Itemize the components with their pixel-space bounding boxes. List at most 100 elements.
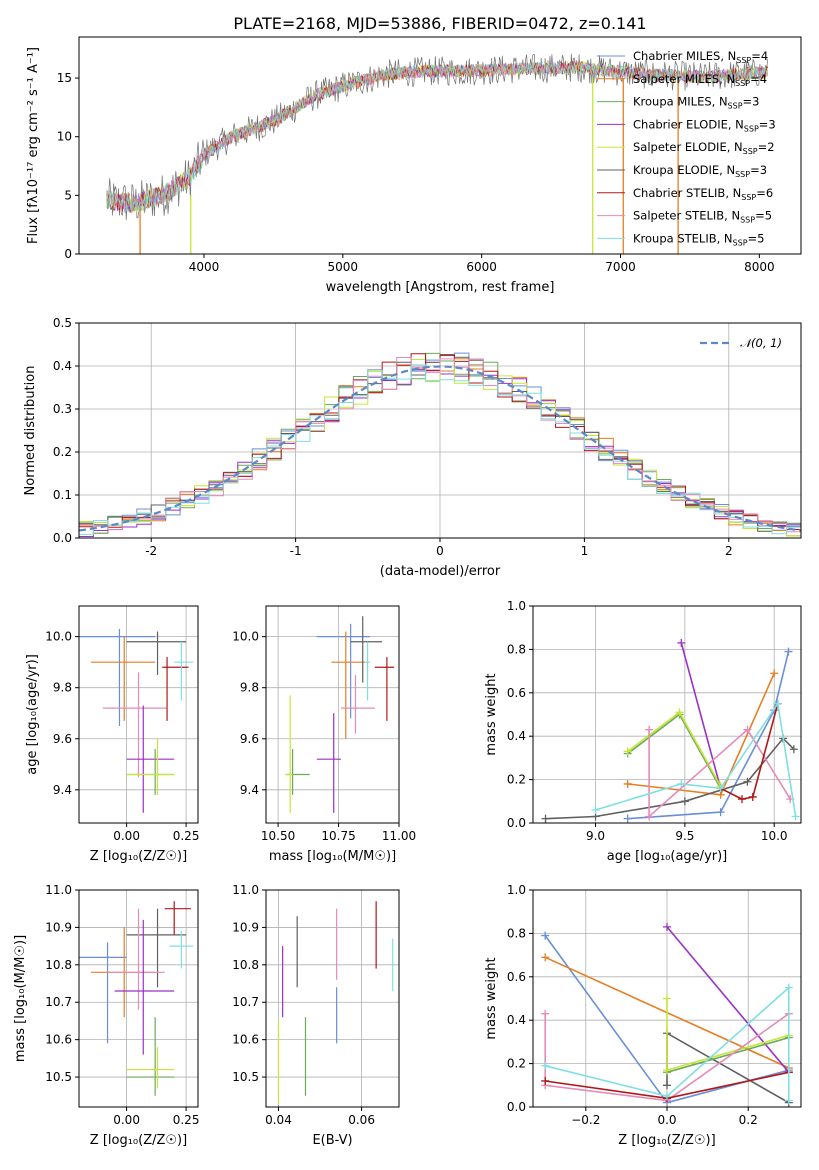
spectrum-xtick-label: 6000: [466, 260, 497, 274]
legend-label: Chabrier STELIB, N: [633, 186, 741, 200]
legend-entry-0: Chabrier MILES, NSSP=4: [633, 49, 768, 65]
weight-vs-age-series-0: [627, 651, 790, 820]
residuals-ytick-label: 0.2: [53, 445, 72, 459]
age-vs-Z-xtick-label: 0.25: [173, 829, 200, 843]
weight-vs-age-marker: [541, 814, 550, 823]
mass-vs-ebv-xtick-label: 0.04: [265, 1113, 292, 1127]
legend-entry-2: Kroupa MILES, NSSP=3: [633, 95, 759, 111]
weight-vs-age-series-7: [720, 703, 779, 800]
weight-vs-Z-series-4: [666, 1036, 790, 1074]
weight-vs-age-marker: [677, 638, 686, 647]
weight-vs-age-ytick-label: 0.0: [507, 816, 526, 830]
legend-sub: SSP: [735, 170, 750, 179]
legend-sub: SSP: [735, 79, 750, 88]
weight-vs-age-marker: [645, 812, 654, 821]
weight-vs-age-xtick-label: 9.5: [675, 829, 694, 843]
mass-vs-ebv-grid: [266, 889, 399, 1107]
age-vs-mass-ytick-label: 10.0: [232, 630, 259, 644]
legend-entry-8: Kroupa STELIB, NSSP=5: [633, 231, 764, 247]
mass-vs-Z-ytick-label: 10.9: [45, 920, 72, 934]
legend-label: Salpeter MILES, N: [633, 72, 735, 86]
mass-vs-ebv-ytick-label: 10.8: [232, 958, 259, 972]
weight-vs-Z-marker: [541, 953, 550, 962]
weight-vs-age-series-2: [545, 737, 795, 820]
spectrum-xtick-label: 7000: [605, 260, 636, 274]
weight-vs-age-marker: [743, 725, 752, 734]
age-vs-Z-xtick-label: 0.00: [113, 829, 140, 843]
weight-vs-Z-ytick-label: 0.6: [507, 970, 526, 984]
legend-sub: SSP: [744, 124, 759, 133]
mass-vs-ebv-ytick-label: 10.6: [232, 1033, 259, 1047]
age-vs-mass-ytick-label: 9.4: [240, 783, 259, 797]
residuals-xtick-label: -1: [290, 544, 302, 558]
legend-sub: SSP: [743, 147, 758, 156]
legend-tail: =3: [750, 163, 767, 177]
weight-vs-Z-ylabel: mass weight: [484, 957, 499, 1039]
weight-vs-age-ytick-label: 0.2: [507, 773, 526, 787]
spectrum-ylabel: Flux [fλ10⁻¹⁷ erg cm⁻² s⁻¹ A⁻¹]: [26, 47, 41, 244]
age-vs-Z-panel: 0.00 0.25 9.4 9.6 9.8 10.0 Z [log₁₀(Z/Z☉)] age …: [25, 605, 200, 864]
weight-vs-age-ylabel: mass weight: [484, 673, 499, 755]
mass-vs-Z-ytick-label: 10.6: [45, 1033, 72, 1047]
mass-vs-ebv-ytick-label: 11.0: [232, 883, 259, 897]
spectrum-xtick-label: 5000: [328, 260, 359, 274]
mass-vs-ebv-panel: 0.04 0.06 10.5 10.6 10.7 10.8 10.9 11.0 E(B-V): [232, 883, 400, 1148]
residuals-xtick-label: 0: [436, 544, 444, 558]
spectrum-plot-area: [106, 53, 769, 254]
weight-vs-Z-ytick-label: 0.4: [507, 1013, 526, 1027]
residuals-xtick-label: -2: [145, 544, 157, 558]
mass-vs-ebv-ytick-label: 10.5: [232, 1070, 259, 1084]
weight-vs-age-ytick-label: 1.0: [507, 599, 526, 613]
legend-entry-6: Chabrier STELIB, NSSP=6: [633, 186, 773, 202]
legend-tail: =6: [756, 186, 773, 200]
legend-tail: =3: [743, 95, 760, 109]
residuals-ytick-label: 0.0: [53, 531, 72, 545]
mass-vs-Z-xlabel: Z [log₁₀(Z/Z☉)]: [90, 1133, 187, 1148]
weight-vs-Z-panel: −0.2 0.0 0.2 0.0 0.2 0.4 0.6 0.8 1.0 Z [log₁₀(Z/Z…: [484, 883, 802, 1148]
age-vs-mass-ytick-label: 9.8: [240, 681, 259, 695]
histogram-legend: 𝒩(0, 1): [700, 336, 782, 350]
histogram-frame: [78, 322, 802, 539]
spectrum-ytick-label: 10: [57, 130, 72, 144]
weight-vs-age-marker: [770, 669, 779, 678]
age-vs-Z-plot-area: [79, 628, 194, 813]
mass-vs-Z-ylabel: mass [log₁₀(M/M☉)]: [13, 935, 28, 1062]
weight-vs-Z-marker: [663, 994, 671, 1003]
residuals-ytick-label: 0.1: [53, 488, 72, 502]
weight-vs-Z-marker: [541, 931, 550, 940]
weight-vs-age-marker: [677, 779, 686, 788]
mass-vs-Z-xtick-label: 0.00: [113, 1113, 140, 1127]
legend-entry-4: Salpeter ELODIE, NSSP=2: [633, 140, 775, 156]
legend-tail: =2: [758, 140, 775, 154]
weight-vs-age-series-5: [627, 711, 722, 787]
age-vs-Z-frame: [78, 605, 199, 824]
age-vs-mass-panel: 10.50 10.75 11.00 9.4 9.6 9.8 10.0 mass [log₁₀(…: [232, 605, 416, 864]
histogram-series-7: [79, 357, 801, 533]
weight-vs-age-series-3: [680, 642, 722, 789]
legend-sub: SSP: [733, 238, 748, 247]
mass-vs-Z-xtick-label: 0.25: [173, 1113, 200, 1127]
age-vs-Z-ytick-label: 9.6: [53, 732, 72, 746]
mass-vs-Z-ytick-label: 10.8: [45, 958, 72, 972]
mass-vs-ebv-frame: [265, 889, 400, 1108]
mass-vs-ebv-xtick-label: 0.06: [348, 1113, 375, 1127]
weight-vs-age-grid: [533, 605, 801, 824]
mass-vs-Z-plot-area: [79, 901, 194, 1096]
legend-label: Salpeter STELIB, N: [633, 209, 740, 223]
legend-entry-1: Salpeter MILES, NSSP=4: [633, 72, 767, 88]
weight-vs-age-marker: [716, 784, 725, 793]
normal-legend-label: 𝒩(0, 1): [740, 336, 782, 350]
weight-vs-Z-series-6: [544, 1013, 790, 1102]
weight-vs-Z-xlabel: Z [log₁₀(Z/Z☉)]: [618, 1133, 715, 1148]
legend-entry-3: Chabrier ELODIE, NSSP=3: [633, 117, 776, 133]
weight-vs-age-marker: [743, 777, 752, 786]
weight-vs-age-marker: [784, 647, 793, 656]
spectrum-ytick-label: 15: [57, 71, 72, 85]
residuals-xlabel: (data-model)/error: [380, 564, 501, 579]
spectrum-ytick-label: 0: [64, 247, 72, 261]
spectrum-line-8: [106, 61, 768, 213]
spectrum-ytick-label: 5: [64, 188, 72, 202]
